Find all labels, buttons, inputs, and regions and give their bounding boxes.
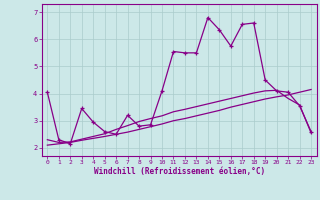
X-axis label: Windchill (Refroidissement éolien,°C): Windchill (Refroidissement éolien,°C) [94, 167, 265, 176]
